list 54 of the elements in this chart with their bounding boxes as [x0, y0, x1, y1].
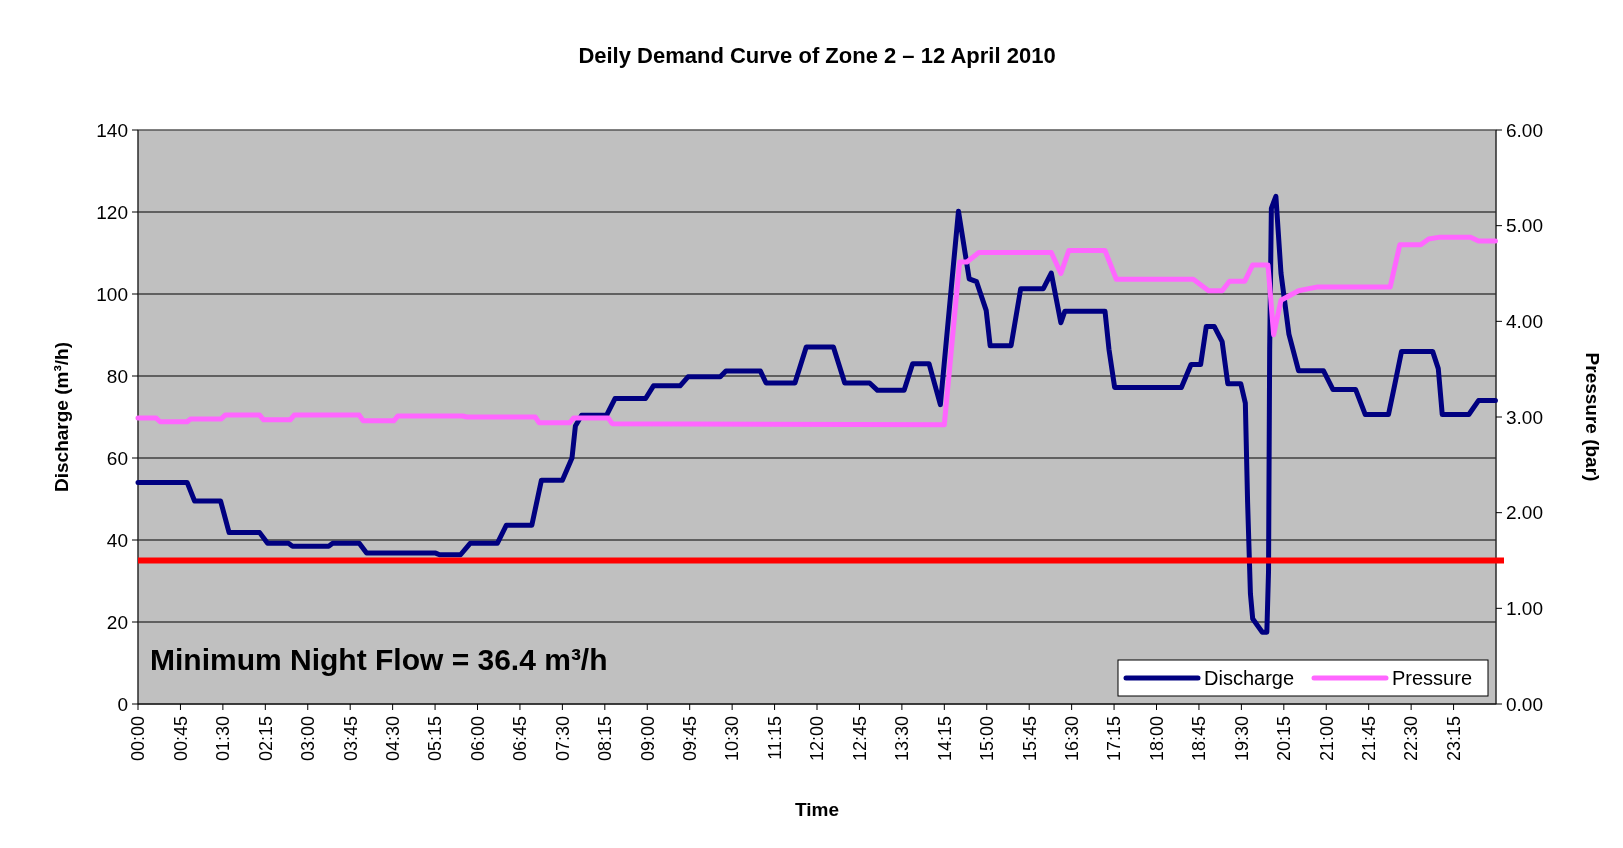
x-tick-label: 03:00 [298, 716, 319, 762]
y-tick-label: 20 [106, 611, 128, 633]
y-tick-label: 0 [117, 693, 128, 715]
x-tick-label: 02:15 [255, 716, 276, 762]
x-tick-label: 12:00 [807, 716, 828, 762]
x-tick-label: 15:00 [977, 716, 998, 762]
y-tick-label: 60 [106, 447, 128, 469]
x-tick-label: 23:15 [1443, 716, 1464, 762]
x-tick-label: 04:30 [382, 716, 403, 762]
x-tick-label: 03:45 [340, 716, 361, 762]
y-tick-label: 100 [96, 283, 128, 305]
x-tick-label: 06:45 [510, 716, 531, 762]
y2-tick-label: 1.00 [1506, 597, 1543, 619]
x-tick-label: 19:30 [1231, 716, 1252, 762]
annotation: Minimum Night Flow = 36.4 m³/h [150, 643, 608, 676]
x-tick-label: 06:00 [467, 716, 488, 762]
legend-label: Discharge [1204, 667, 1295, 689]
x-tick-label: 21:00 [1316, 716, 1337, 762]
y2-axis-title: Pressure (bar) [1582, 352, 1603, 482]
y2-tick-label: 3.00 [1506, 406, 1543, 428]
x-tick-label: 05:15 [425, 716, 446, 762]
chart-title: Deily Demand Curve of Zone 2 – 12 April 2010 [578, 43, 1056, 68]
x-tick-label: 09:45 [679, 716, 700, 762]
x-tick-label: 11:15 [764, 716, 785, 760]
y-tick-label: 80 [106, 365, 128, 387]
legend-label: Pressure [1392, 667, 1473, 689]
x-tick-label: 20:15 [1274, 716, 1295, 762]
x-tick-label: 00:00 [128, 716, 149, 762]
x-tick-label: 07:30 [552, 716, 573, 762]
x-tick-label: 12:45 [849, 716, 870, 762]
y-axis-title: Discharge (m³/h) [51, 342, 72, 492]
x-tick-label: 13:30 [892, 716, 913, 762]
x-tick-label: 18:00 [1146, 716, 1167, 762]
x-tick-label: 15:45 [1019, 716, 1040, 762]
x-tick-label: 01:30 [213, 716, 234, 762]
x-tick-label: 17:15 [1104, 716, 1125, 762]
x-tick-label: 08:15 [595, 716, 616, 762]
x-tick-label: 16:30 [1061, 716, 1082, 762]
x-tick-label: 00:45 [170, 716, 191, 762]
y2-tick-label: 4.00 [1506, 310, 1543, 332]
x-tick-label: 22:30 [1401, 716, 1422, 762]
y2-tick-label: 0.00 [1506, 693, 1543, 715]
x-axis-title: Time [794, 799, 840, 820]
x-tick-label: 09:00 [637, 716, 658, 762]
y2-tick-label: 5.00 [1506, 215, 1543, 237]
y-tick-label: 40 [106, 529, 128, 551]
y-tick-label: 120 [96, 201, 128, 223]
y2-tick-label: 6.00 [1506, 119, 1543, 141]
x-tick-label: 10:30 [722, 716, 743, 762]
x-tick-label: 14:15 [934, 716, 955, 762]
x-tick-label: 18:45 [1189, 716, 1210, 762]
y2-tick-label: 2.00 [1506, 502, 1543, 524]
y-tick-label: 140 [96, 119, 128, 141]
x-tick-label: 21:45 [1358, 716, 1379, 762]
